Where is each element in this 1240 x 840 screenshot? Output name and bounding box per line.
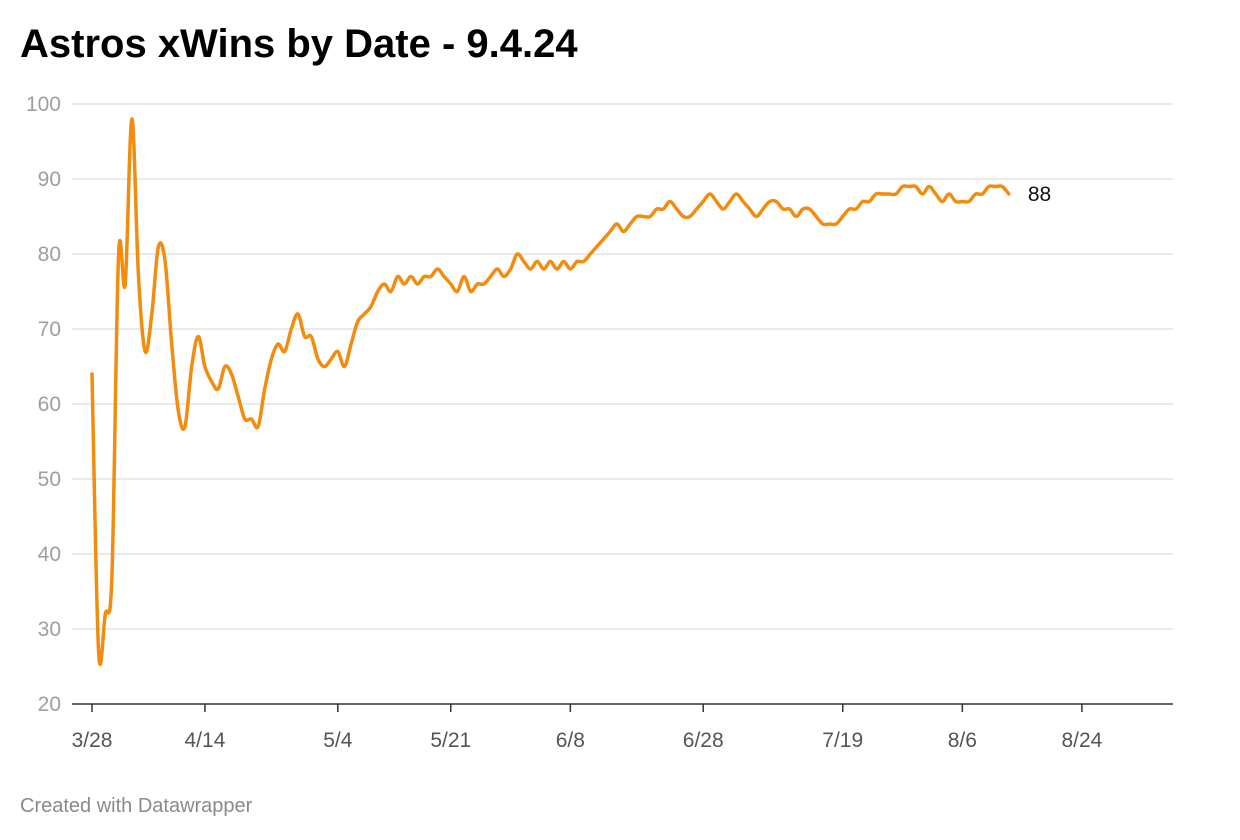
- y-tick-label: 70: [38, 318, 61, 341]
- y-axis-ticks: 20 30 40 50 60 70 80 90 100: [26, 93, 61, 716]
- datawrapper-credit: Created with Datawrapper: [20, 795, 253, 817]
- y-tick-label: 60: [38, 393, 61, 416]
- x-tick-label: 6/28: [683, 729, 724, 752]
- x-tick-label: 5/4: [323, 729, 353, 752]
- x-tick-label: 8/6: [948, 729, 977, 752]
- chart-title: Astros xWins by Date - 9.4.24: [20, 22, 578, 66]
- y-tick-label: 20: [38, 693, 61, 716]
- gridlines: [72, 103, 1173, 630]
- x-tick-label: 7/19: [822, 729, 863, 752]
- x-tick-label: 5/21: [430, 729, 471, 752]
- y-tick-label: 90: [38, 168, 61, 191]
- x-tick-label: 6/8: [556, 729, 585, 752]
- x-axis-ticks: 3/28 4/14 5/4 5/21 6/8 6/28 7/19 8/6 8/24: [72, 704, 1103, 752]
- y-tick-label: 100: [26, 93, 61, 116]
- series-line: [90, 117, 1011, 666]
- y-tick-label: 80: [38, 243, 61, 266]
- x-tick-label: 3/28: [72, 729, 113, 752]
- x-tick-label: 4/14: [185, 729, 226, 752]
- y-tick-label: 40: [38, 543, 61, 566]
- x-tick-label: 8/24: [1061, 729, 1102, 752]
- end-value-label: 88: [1028, 183, 1051, 206]
- line-chart: 20 30 40 50 60 70 80 90 100 3/28 4/14 5/4 5/21 6/8 6/…: [26, 93, 1173, 752]
- y-tick-label: 50: [38, 468, 61, 491]
- y-tick-label: 30: [38, 618, 61, 641]
